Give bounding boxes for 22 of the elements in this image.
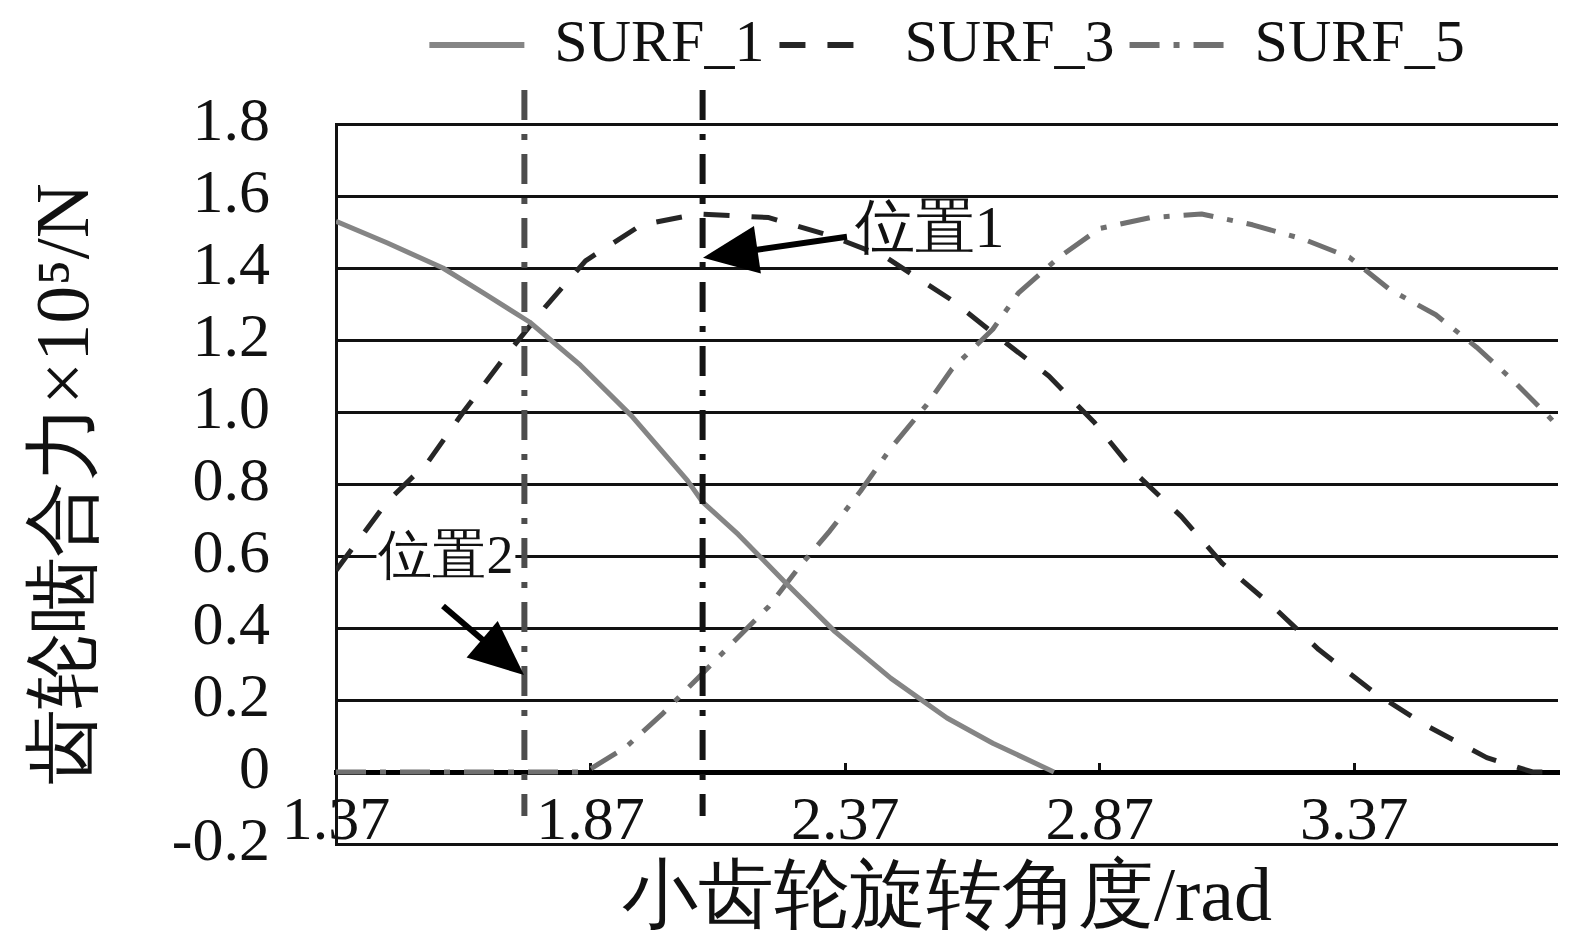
y-tick-label: 1.4 [192,229,270,298]
y-tick-label: 1.6 [192,157,270,226]
y-tick-label: 0.6 [192,517,270,586]
legend-label: SURF_1 [554,7,765,74]
x-axis-title: 小齿轮旋转角度/rad [621,852,1273,936]
y-tick-label: 1.0 [192,373,270,442]
x-tick-label: 2.37 [790,784,900,853]
x-tick-label: 1.87 [536,784,645,853]
x-tick-label: 3.37 [1300,784,1409,853]
y-tick-label: -0.2 [171,805,270,874]
annotation: 位置2 [378,524,514,585]
y-tick-label: 0.8 [192,445,270,514]
annotation: 位置1 [854,193,1005,260]
y-tick-label: 0 [239,733,270,802]
y-axis-title: 齿轮啮合力×10⁵/N [20,183,104,785]
legend-label: SURF_3 [904,7,1115,74]
y-tick-label: 0.4 [192,589,270,658]
y-tick-label: 0.2 [192,661,270,730]
x-tick-label: 2.87 [1045,784,1154,853]
y-tick-label: 1.2 [192,301,270,370]
legend-label: SURF_5 [1254,7,1465,74]
y-tick-label: 1.8 [192,85,270,154]
